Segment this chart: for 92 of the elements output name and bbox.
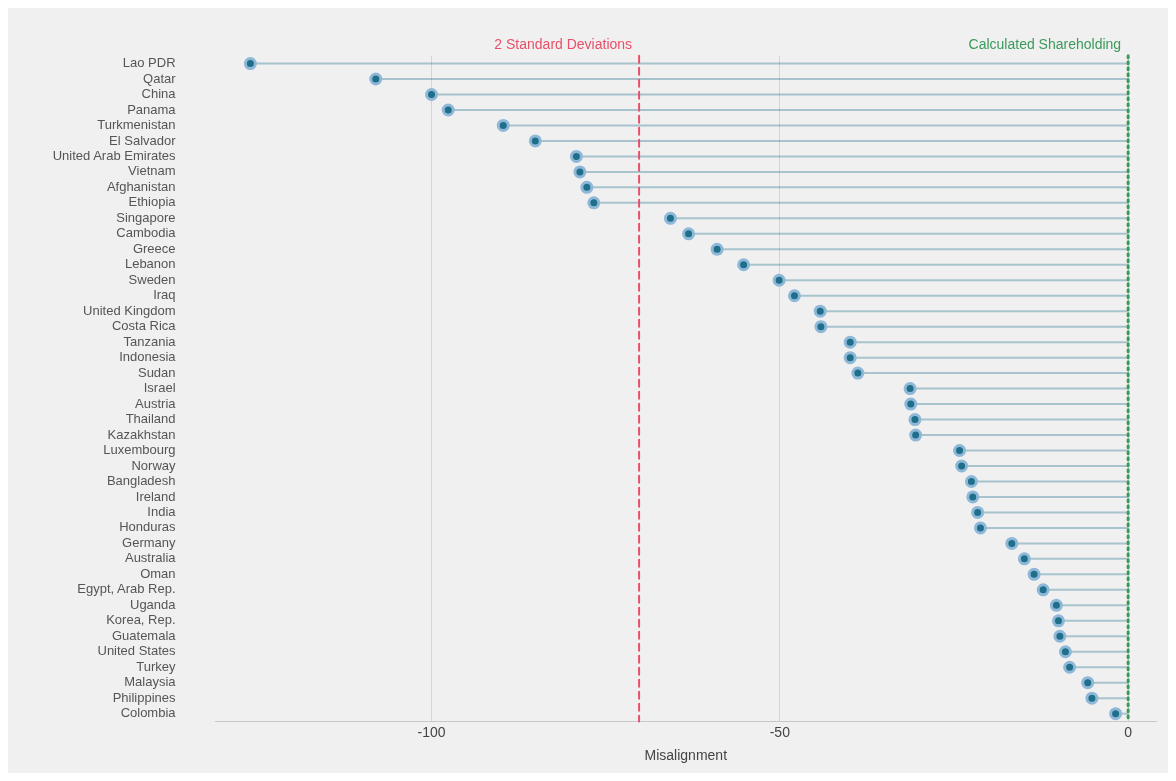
y-tick-label: Thailand (125, 411, 176, 427)
y-tick-label: Oman (140, 565, 176, 581)
y-tick-label: Iraq (153, 287, 176, 303)
point (909, 428, 923, 442)
y-tick-label: Tanzania (123, 333, 177, 349)
point (663, 211, 677, 225)
y-tick-label: Austria (135, 395, 177, 411)
point (1081, 676, 1095, 690)
y-tick-label: Guatemala (111, 627, 177, 643)
point (964, 474, 978, 488)
point (843, 351, 857, 365)
x-tick-label: 0 (1124, 723, 1133, 740)
point (682, 227, 696, 241)
y-tick-label: Bangladesh (106, 473, 176, 489)
y-tick-label: China (141, 86, 177, 102)
point (369, 72, 383, 86)
y-tick-label: Ireland (135, 488, 176, 504)
y-tick-label: Honduras (119, 519, 177, 535)
point (569, 149, 583, 163)
y-tick-label: Norway (131, 457, 177, 473)
y-tick-label: United Kingdom (83, 302, 176, 318)
point (814, 320, 828, 334)
y-tick-label: Malaysia (124, 674, 177, 690)
point (813, 304, 827, 318)
y-tick-label: Australia (124, 550, 177, 566)
point (843, 335, 857, 349)
point (787, 289, 801, 303)
point (1005, 536, 1019, 550)
point (587, 196, 601, 210)
point (1017, 552, 1031, 566)
point (973, 521, 987, 535)
y-tick-label: Kazakhstan (107, 426, 176, 442)
y-tick-label: Cambodia (116, 225, 177, 241)
ref-line-label: 2 Standard Deviations (494, 35, 633, 52)
y-tick-label: Panama (127, 101, 177, 117)
point (1085, 691, 1099, 705)
y-tick-label: Afghanistan (106, 178, 176, 194)
point (772, 273, 786, 287)
x-tick-label: -100 (417, 723, 446, 740)
x-tick-label: -50 (769, 723, 791, 740)
point (971, 505, 985, 519)
y-tick-label: Qatar (143, 70, 177, 86)
x-axis-title: Misalignment (644, 747, 728, 764)
point (1058, 645, 1072, 659)
point (966, 490, 980, 504)
y-tick-label: Turkey (136, 658, 177, 674)
point (904, 397, 918, 411)
point (1036, 583, 1050, 597)
y-tick-label: Uganda (130, 596, 177, 612)
point (243, 57, 257, 71)
point (737, 258, 751, 272)
point (496, 118, 510, 132)
point (528, 134, 542, 148)
y-tick-label: Turkmenistan (97, 117, 176, 133)
y-tick-label: United Arab Emirates (52, 147, 177, 163)
point (710, 242, 724, 256)
point (851, 366, 865, 380)
y-tick-label: India (147, 504, 177, 520)
y-tick-label: Sweden (128, 271, 176, 287)
point (1063, 660, 1077, 674)
point (1027, 567, 1041, 581)
y-tick-label: Israel (143, 380, 176, 396)
point (1049, 598, 1063, 612)
point (953, 444, 967, 458)
point (1053, 629, 1067, 643)
y-tick-label: Luxembourg (103, 442, 176, 458)
y-tick-label: Lao PDR (122, 55, 176, 71)
y-tick-label: Philippines (112, 689, 177, 705)
y-tick-label: Vietnam (128, 163, 176, 179)
y-tick-label: Singapore (116, 209, 176, 225)
y-tick-label: El Salvador (109, 132, 177, 148)
y-tick-label: Germany (122, 534, 177, 550)
y-tick-label: Korea, Rep. (106, 612, 176, 628)
y-tick-label: Ethiopia (128, 194, 177, 210)
y-tick-label: Indonesia (119, 349, 177, 365)
point (955, 459, 969, 473)
y-tick-label: Greece (132, 240, 176, 256)
point (908, 413, 922, 427)
point (1051, 614, 1065, 628)
y-tick-label: Sudan (137, 364, 176, 380)
point (580, 180, 594, 194)
point (573, 165, 587, 179)
point (425, 88, 439, 101)
point (1109, 707, 1123, 721)
y-tick-label: United States (97, 643, 177, 659)
ref-line-label: Calculated Shareholding (968, 35, 1122, 52)
y-tick-label: Egypt, Arab Rep. (77, 581, 176, 597)
y-tick-label: Costa Rica (111, 318, 177, 334)
y-tick-label: Lebanon (124, 256, 176, 272)
point (903, 382, 917, 396)
y-tick-label: Colombia (120, 705, 177, 721)
point (441, 103, 455, 117)
